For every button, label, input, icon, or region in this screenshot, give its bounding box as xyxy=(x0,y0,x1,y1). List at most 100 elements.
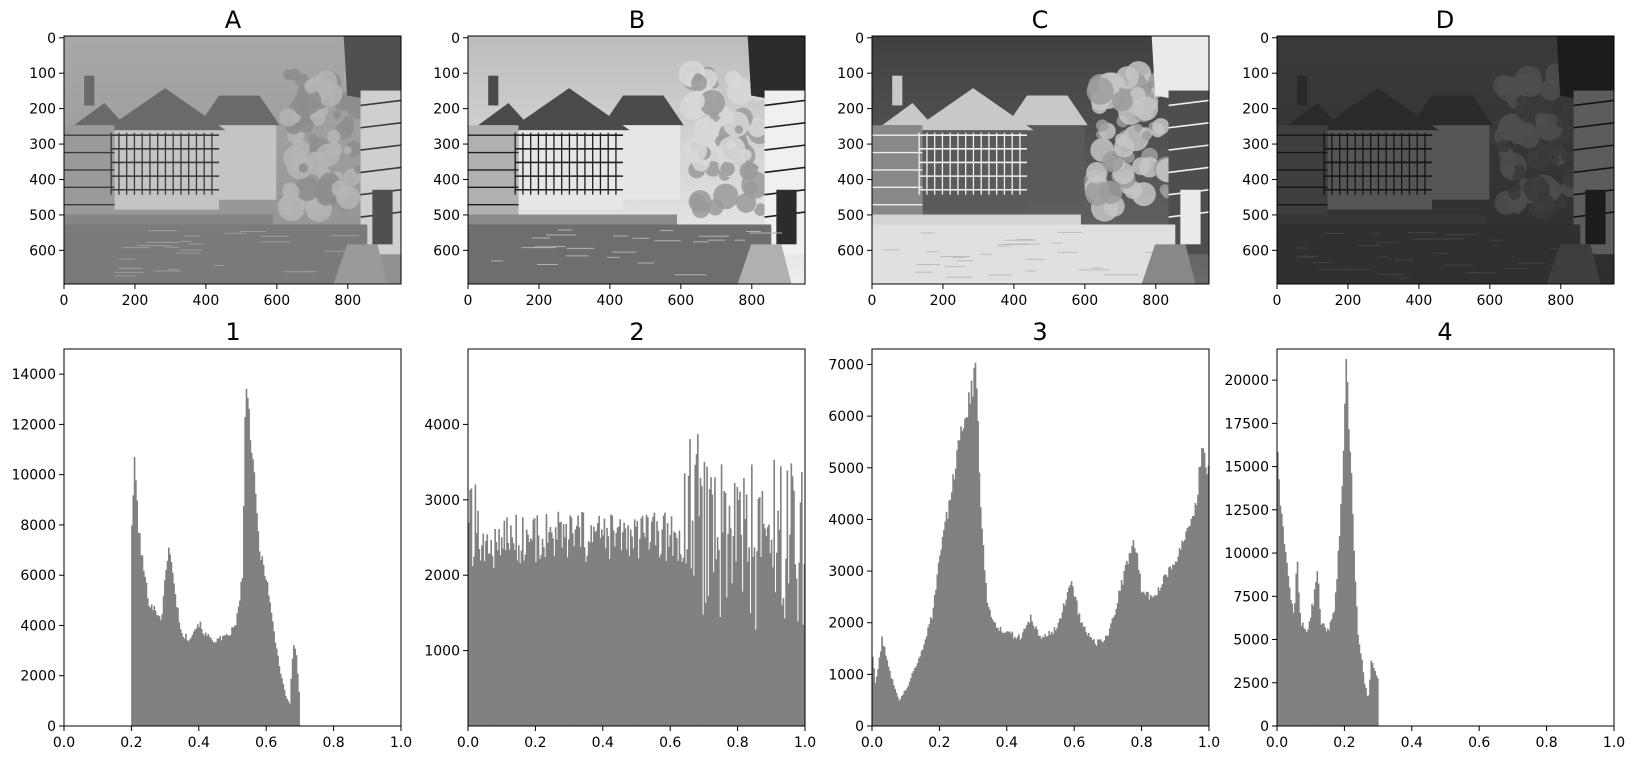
histogram-bar xyxy=(571,533,574,726)
histogram-bar xyxy=(1334,592,1337,726)
histogram-bar xyxy=(1168,567,1170,726)
histogram-bar xyxy=(148,606,150,726)
histogram-bar xyxy=(673,531,675,726)
x-tick-label: 0.2 xyxy=(928,735,950,751)
histogram-bar xyxy=(475,533,478,726)
histogram-bar xyxy=(937,562,940,726)
histogram-bar xyxy=(1348,429,1350,726)
histogram-bar xyxy=(720,464,723,726)
histogram-bar xyxy=(511,537,514,726)
histogram-bar xyxy=(1181,540,1183,726)
histogram-bar xyxy=(895,692,898,726)
histogram-bar xyxy=(622,532,624,726)
histogram-bar xyxy=(1079,622,1082,726)
x-tick-label: 400 xyxy=(1001,293,1028,309)
histogram-bar xyxy=(150,604,153,726)
histogram-bar xyxy=(1094,643,1097,726)
histogram-bar xyxy=(1086,635,1089,726)
histogram-bar xyxy=(607,536,610,726)
histogram-bar xyxy=(252,459,254,726)
histogram-bar xyxy=(748,547,751,726)
histogram-bar xyxy=(1065,599,1068,726)
histogram-bar xyxy=(756,551,758,726)
histogram-bar xyxy=(181,633,183,726)
histogram-bar xyxy=(1148,599,1151,726)
histogram-bar xyxy=(1068,587,1070,726)
histogram-bar xyxy=(1176,561,1178,726)
histogram-bar xyxy=(872,656,874,726)
histogram-bar xyxy=(1052,634,1054,726)
histogram-bar xyxy=(729,528,732,726)
histogram-bar xyxy=(785,558,787,726)
histogram-bar xyxy=(1141,591,1144,726)
y-tick-label: 12000 xyxy=(11,417,56,433)
histogram-bar xyxy=(271,621,274,726)
histogram-bar xyxy=(666,523,669,726)
x-tick-label: 800 xyxy=(1142,293,1169,309)
histogram-bar xyxy=(1187,526,1190,726)
histogram-bar xyxy=(191,634,194,726)
histogram-bar xyxy=(244,416,246,726)
histogram-panel-4: 4 0.0 0.2 0.4 0.6 0.8 1.0 0 2500 5000 7500 10000 12… xyxy=(1224,318,1625,751)
y-tick-label: 4000 xyxy=(20,618,56,634)
histogram-bar xyxy=(1189,525,1191,726)
histogram-bar xyxy=(991,619,994,726)
histogram-bar xyxy=(1344,403,1346,726)
histogram-bar xyxy=(790,463,793,726)
histogram-bar xyxy=(1069,584,1072,726)
histogram-bar xyxy=(1153,595,1156,726)
histogram-bar xyxy=(145,582,148,726)
histogram-bar xyxy=(640,518,643,726)
histogram-bar xyxy=(1033,628,1036,726)
histogram-bar xyxy=(1058,618,1061,726)
histogram-bar xyxy=(1373,667,1375,726)
histogram-bar xyxy=(219,636,221,726)
y-tick-label: 400 xyxy=(837,172,864,188)
histogram-bar xyxy=(1283,543,1286,726)
histogram-bar xyxy=(239,600,241,726)
x-tick-label: 0.0 xyxy=(457,735,479,751)
x-tick-label: 200 xyxy=(1335,293,1362,309)
histogram-bar xyxy=(516,560,519,726)
histogram-bar xyxy=(736,486,739,726)
histogram-bar xyxy=(158,616,161,726)
histogram-bar xyxy=(1140,592,1143,726)
histogram-bar xyxy=(229,635,232,726)
histogram-bar xyxy=(704,602,707,726)
y-tick-label: 1000 xyxy=(424,644,460,660)
histogram-bar xyxy=(744,519,747,726)
image-title-b: B xyxy=(629,6,645,34)
histogram-bar xyxy=(1105,635,1107,726)
histogram-bar xyxy=(752,556,754,726)
histogram-bar xyxy=(699,477,702,726)
histogram-bar xyxy=(1047,635,1049,726)
histogram-bar xyxy=(519,563,521,726)
histogram-bar xyxy=(619,519,622,726)
histogram-bar xyxy=(966,417,969,726)
histogram-bar xyxy=(1032,625,1035,726)
histogram-bar xyxy=(253,472,256,726)
histogram-bar xyxy=(1127,564,1129,726)
histogram-bar xyxy=(1011,631,1014,726)
y-tick-label: 10000 xyxy=(1224,546,1269,562)
histogram-bar xyxy=(198,627,200,726)
histogram-bar xyxy=(498,529,500,726)
y-tick-label: 100 xyxy=(29,66,56,82)
x-tick-label: 0.4 xyxy=(996,735,1018,751)
histogram-bar xyxy=(274,642,277,726)
y-tick-label: 2000 xyxy=(828,616,864,632)
histogram-bar xyxy=(237,606,240,726)
histogram-bar xyxy=(1124,564,1127,726)
histogram-bar xyxy=(768,524,770,726)
histogram-bar xyxy=(769,553,772,726)
histogram-bar xyxy=(1090,637,1093,726)
histogram-bar xyxy=(1041,636,1044,726)
histogram-bar xyxy=(595,530,598,726)
histogram-bar xyxy=(196,624,199,726)
histogram-bar xyxy=(523,560,525,726)
histogram-bar xyxy=(1116,602,1119,726)
y-tick-label: 1000 xyxy=(828,667,864,683)
histogram-bar xyxy=(183,638,186,726)
histogram-bar xyxy=(653,512,656,726)
histogram-bar xyxy=(204,632,207,726)
